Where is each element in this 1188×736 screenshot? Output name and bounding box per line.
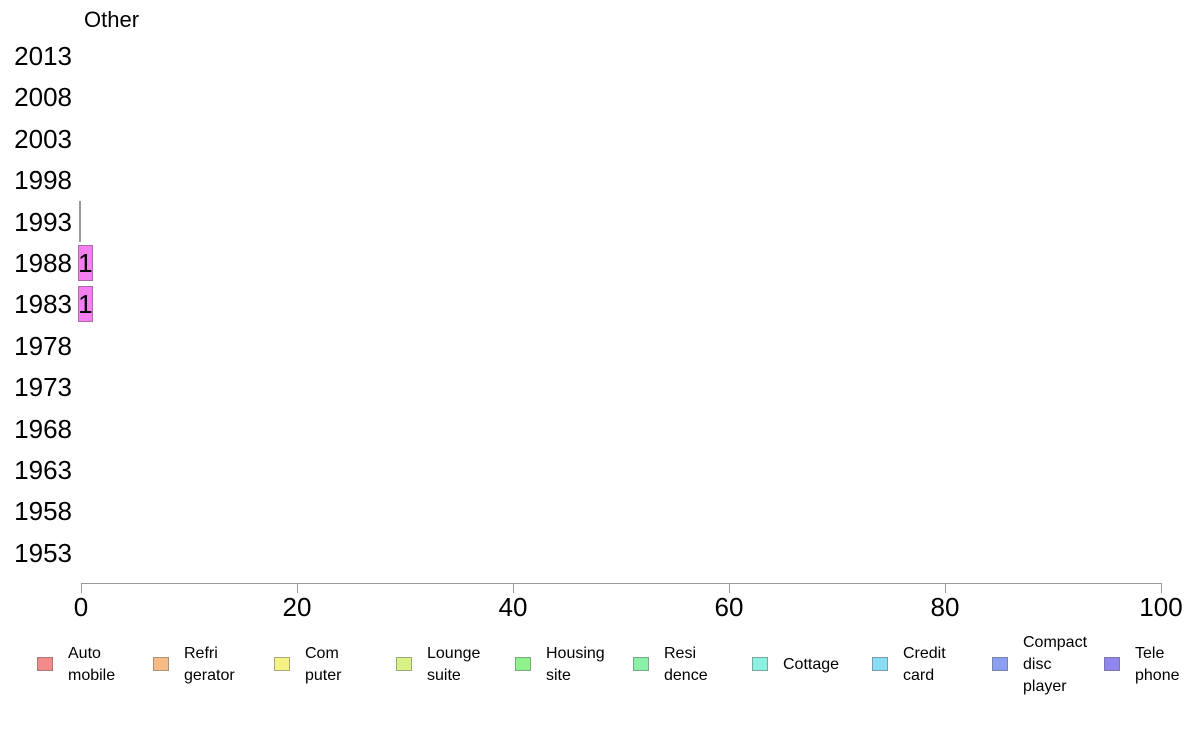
x-axis-tick bbox=[81, 584, 82, 593]
legend-swatch-icon bbox=[752, 657, 768, 671]
x-axis-tick-label: 80 bbox=[930, 592, 960, 622]
y-axis-label: 2003 bbox=[14, 123, 72, 154]
legend-item-cottage: Cottage bbox=[752, 630, 868, 710]
y-axis-label: 1973 bbox=[14, 372, 72, 403]
x-axis-tick bbox=[513, 584, 514, 593]
y-axis-label: 1958 bbox=[14, 496, 72, 527]
x-axis-line bbox=[81, 583, 1162, 584]
bar: 1 bbox=[78, 286, 93, 323]
x-axis-tick-label: 20 bbox=[282, 592, 312, 622]
x-axis-tick-label: 0 bbox=[73, 592, 89, 622]
legend-item-credit-card: Credit card bbox=[872, 630, 988, 710]
legend-label: Auto mobile bbox=[68, 644, 116, 684]
y-axis-label: 1968 bbox=[14, 413, 72, 444]
legend-swatch-icon bbox=[872, 657, 888, 671]
y-axis-label: 2008 bbox=[14, 82, 72, 113]
legend-label: Cottage bbox=[783, 655, 840, 673]
legend-item-computer: Com puter bbox=[274, 630, 390, 710]
legend-swatch-icon bbox=[633, 657, 649, 671]
x-axis-tick bbox=[1161, 584, 1162, 593]
legend-label: Compact disc player bbox=[1023, 633, 1088, 695]
legend-label: Com puter bbox=[305, 644, 342, 684]
legend-swatch-icon bbox=[153, 657, 169, 671]
legend-swatch-icon bbox=[515, 657, 531, 671]
y-axis-label: 1978 bbox=[14, 330, 72, 361]
y-axis-label: 2013 bbox=[14, 41, 72, 71]
legend-label: Credit card bbox=[903, 644, 946, 684]
legend-item-automobile: Auto mobile bbox=[37, 630, 153, 710]
legend-label: Resi dence bbox=[664, 644, 708, 684]
y-axis-label: 1963 bbox=[14, 455, 72, 485]
y-axis-label: 1953 bbox=[14, 537, 72, 568]
bar-value-label: 1 bbox=[78, 248, 93, 278]
legend-swatch-icon bbox=[1104, 657, 1120, 671]
legend-label: Lounge suite bbox=[427, 644, 481, 684]
legend-item-lounge-suite: Lounge suite bbox=[396, 630, 512, 710]
x-axis-tick-label: 60 bbox=[714, 592, 744, 622]
legend-swatch-icon bbox=[37, 657, 53, 671]
x-axis-tick bbox=[945, 584, 946, 593]
x-axis-tick-label: 40 bbox=[498, 592, 528, 622]
y-axis-label: 1998 bbox=[14, 165, 72, 196]
x-axis-tick bbox=[297, 584, 298, 593]
x-axis-tick bbox=[729, 584, 730, 593]
legend-item-compact-disc-player: Compact disc player bbox=[992, 630, 1108, 710]
legend-item-refrigerator: Refri gerator bbox=[153, 630, 269, 710]
y-axis-label: 1988 bbox=[14, 248, 72, 278]
x-axis-tick-label: 100 bbox=[1139, 592, 1183, 622]
legend-label: Housing site bbox=[546, 644, 605, 684]
legend-label: Tele phone bbox=[1135, 644, 1180, 684]
chart-title: Other bbox=[84, 7, 140, 32]
y-axis-label: 1983 bbox=[14, 289, 72, 320]
zero-value-bar bbox=[79, 201, 81, 243]
legend-item-housing-site: Housing site bbox=[515, 630, 631, 710]
bar: 1 bbox=[78, 245, 93, 281]
legend-swatch-icon bbox=[396, 657, 412, 671]
legend-swatch-icon bbox=[992, 657, 1008, 671]
legend-swatch-icon bbox=[274, 657, 290, 671]
bar-value-label: 1 bbox=[78, 289, 93, 320]
y-axis-label: 1993 bbox=[14, 206, 72, 237]
legend-item-telephone: Tele phone bbox=[1104, 630, 1188, 710]
legend-item-residence: Resi dence bbox=[633, 630, 749, 710]
legend-label: Refri gerator bbox=[184, 644, 235, 684]
